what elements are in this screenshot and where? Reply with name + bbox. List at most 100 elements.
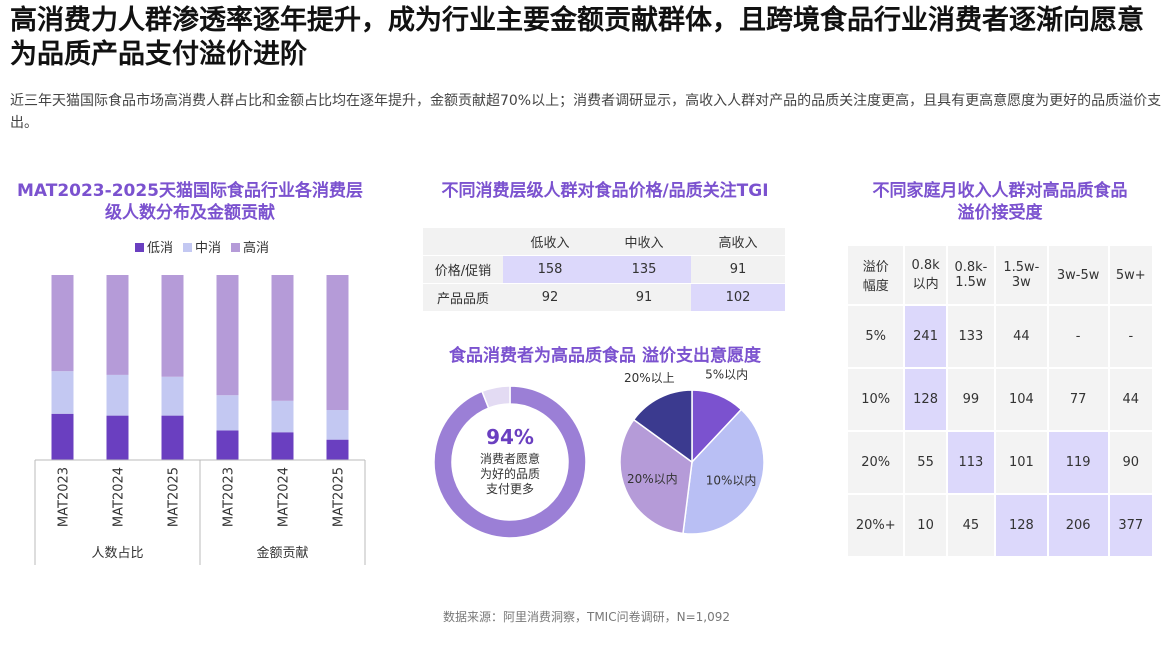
column-header: 高收入 xyxy=(691,228,785,256)
table-cell: 102 xyxy=(691,283,785,312)
table-cell: 44 xyxy=(994,304,1049,369)
table-row: 产品品质 92 91 102 xyxy=(423,283,785,312)
table-cell: 90 xyxy=(1107,430,1155,495)
row-header: 产品品质 xyxy=(423,283,503,312)
legend-swatch xyxy=(231,243,240,252)
x-tick-label: MAT2023 xyxy=(222,467,237,527)
row-header: 20% xyxy=(845,430,906,495)
x-tick-label: MAT2024 xyxy=(277,467,292,527)
column-header: 3w-5w xyxy=(1046,244,1110,306)
table-row: 溢价 幅度 0.8k 以内 0.8k- 1.5w 1.5w- 3w 3w-5w 5w+ xyxy=(845,244,1155,306)
donut-slice xyxy=(481,385,511,410)
legend-label: 低消 xyxy=(147,241,173,256)
bar-segment xyxy=(161,415,184,460)
bar-segment xyxy=(51,413,74,460)
table-cell: 158 xyxy=(503,255,597,284)
page-title: 高消费力人群渗透率逐年提升，成为行业主要金额贡献群体，且跨境食品行业消费者逐渐向… xyxy=(10,5,1144,70)
row-header: 20%+ xyxy=(845,493,906,558)
chart-title: 不同消费层级人群对食品价格/品质关注TGI xyxy=(441,181,769,201)
legend-swatch xyxy=(135,243,144,252)
donut-center-value: 94% xyxy=(486,425,534,449)
row-header: 5% xyxy=(845,304,906,369)
chart-title: MAT2023-2025天猫国际食品行业各消费层级人数分布及金额贡献 xyxy=(16,181,364,223)
x-tick-label: MAT2025 xyxy=(332,467,347,527)
table-cell: 128 xyxy=(903,367,948,432)
bar-segment xyxy=(326,410,349,440)
bar-segment xyxy=(161,275,184,377)
table-row: 价格/促销 158 135 91 xyxy=(423,255,785,284)
table-cell: - xyxy=(1107,304,1155,369)
source-note: 数据来源：阿里消费洞察，TMIC问卷调研，N=1,092 xyxy=(443,610,730,624)
column-header: 0.8k 以内 xyxy=(903,244,948,306)
table-cell: 133 xyxy=(945,304,997,369)
x-tick-label: MAT2023 xyxy=(57,467,72,527)
row-header: 价格/促销 xyxy=(423,255,503,284)
row-header: 10% xyxy=(845,367,906,432)
legend-label: 中消 xyxy=(195,241,221,256)
table-cell: 99 xyxy=(945,367,997,432)
column-header: 中收入 xyxy=(597,228,691,256)
table-row: 低收入 中收入 高收入 xyxy=(423,228,785,256)
donut-slice xyxy=(433,385,587,539)
column-header: 0.8k- 1.5w xyxy=(945,244,997,306)
table-cell: 104 xyxy=(994,367,1049,432)
table-row: 10% 128 99 104 77 44 xyxy=(845,367,1155,432)
table-cell: 119 xyxy=(1046,430,1110,495)
page-subtitle: 近三年天猫国际食品市场高消费人群占比和金额占比均在逐年提升，金额贡献超70%以上… xyxy=(10,93,1162,131)
bar-segment xyxy=(326,439,349,460)
premium-table: 溢价 幅度 0.8k 以内 0.8k- 1.5w 1.5w- 3w 3w-5w 5w+ 5%… xyxy=(845,244,1155,558)
chart-title: 食品消费者为高品质食品 溢价支出意愿度 xyxy=(449,346,761,366)
bar-segment xyxy=(51,371,74,414)
bar-segment xyxy=(216,275,239,396)
table-cell: 10 xyxy=(903,493,948,558)
table-row: 20%+ 10 45 128 206 377 xyxy=(845,493,1155,558)
table-cell: 377 xyxy=(1107,493,1155,558)
table-cell: 101 xyxy=(994,430,1049,495)
bar-segment xyxy=(271,432,294,460)
x-tick-label: MAT2024 xyxy=(112,467,127,527)
table-cell: 113 xyxy=(945,430,997,495)
table-row: 5% 241 133 44- - xyxy=(845,304,1155,369)
chart-title: 不同家庭月收入人群对高品质食品溢价接受度 xyxy=(872,181,1128,223)
group-label: 金额贡献 xyxy=(256,545,308,561)
bar-segment xyxy=(51,275,74,372)
tgi-table: 低收入 中收入 高收入 价格/促销 158 135 91 产品品质 92 91 102 xyxy=(423,228,785,312)
pie-label: 20%以上 xyxy=(624,371,675,385)
bar-segment xyxy=(106,275,129,375)
bar-segment xyxy=(161,376,184,416)
table-cell: - xyxy=(1046,304,1110,369)
bar-segment xyxy=(326,275,349,411)
donut-center-text-box: 消费者愿意为好的品质支付更多 xyxy=(480,452,540,496)
table-cell: 44 xyxy=(1107,367,1155,432)
pie-slice xyxy=(682,408,765,535)
pie-slice xyxy=(619,418,693,535)
group-label: 人数占比 xyxy=(91,546,143,561)
table-corner xyxy=(423,228,503,256)
bar-segment xyxy=(216,395,239,431)
table-cell: 241 xyxy=(903,304,948,369)
table-corner: 溢价 幅度 xyxy=(845,244,906,306)
pie-label: 10%以内 xyxy=(706,473,757,487)
bar-segment xyxy=(106,374,129,416)
table-cell: 91 xyxy=(691,255,785,284)
bar-segment xyxy=(271,275,294,401)
table-cell: 91 xyxy=(597,283,691,312)
column-header: 5w+ xyxy=(1107,244,1155,306)
legend-label: 高消 xyxy=(243,240,269,256)
pie-slice xyxy=(632,389,693,464)
table-cell: 55 xyxy=(903,430,948,495)
table-cell: 92 xyxy=(503,283,597,312)
table-cell: 135 xyxy=(597,255,691,284)
table-cell: 77 xyxy=(1046,367,1110,432)
pie-label: 5%以内 xyxy=(705,368,748,382)
table-cell: 45 xyxy=(945,493,997,558)
donut-center-text: 消费者愿意为好的品质支付更多 xyxy=(480,452,540,496)
column-header: 低收入 xyxy=(503,228,597,256)
bar-segment xyxy=(106,415,129,460)
bar-segment xyxy=(271,400,294,433)
bar-segment xyxy=(216,430,239,460)
table-row: 20% 55 113 101 119 90 xyxy=(845,430,1155,495)
charts: 低消 中消 高消 MAT2023 MAT2024 MAT2025 MAT2023 MAT202… xyxy=(34,240,765,565)
table-cell: 206 xyxy=(1046,493,1110,558)
